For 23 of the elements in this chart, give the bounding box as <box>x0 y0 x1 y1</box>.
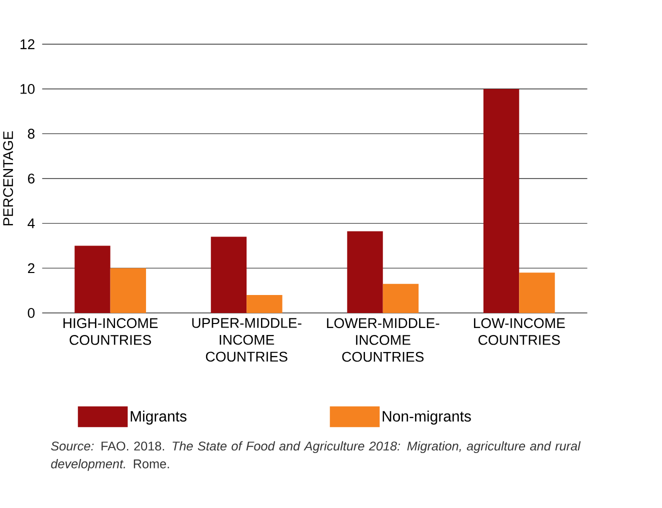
y-axis-title: PERCENTAGE <box>3 131 14 226</box>
bar <box>347 230 383 313</box>
legend-label: Non-migrants <box>382 410 471 424</box>
text: Source: FAO. 2018. The State of Food and Agriculture 2018: Migration, agriculture and rural development. Rome. <box>51 441 581 471</box>
y-tick-label: 6 <box>28 173 34 184</box>
legend-label: Migrants <box>130 410 186 424</box>
x-tick-label: UPPER-MIDDLE-INCOME COUNTRIES <box>192 318 302 362</box>
y-tick-label: 2 <box>28 263 34 273</box>
bar <box>74 246 110 313</box>
y-tick-label: 12 <box>20 39 34 49</box>
bar <box>483 88 520 313</box>
x-tick-label: HIGH-INCOME COUNTRIES <box>63 318 158 345</box>
bar <box>246 294 282 313</box>
bar <box>210 236 247 313</box>
bar <box>519 272 555 313</box>
bar <box>382 284 419 313</box>
x-tick-label: LOW-INCOME COUNTRIES <box>474 318 565 345</box>
y-tick-label: 0 <box>28 308 35 318</box>
y-tick-label: 10 <box>20 84 35 94</box>
x-tick-label: LOWER-MIDDLE-INCOME COUNTRIES <box>327 318 440 362</box>
y-tick-label: 4 <box>28 218 35 228</box>
y-tick-label: 8 <box>28 128 34 139</box>
bar <box>110 268 146 313</box>
